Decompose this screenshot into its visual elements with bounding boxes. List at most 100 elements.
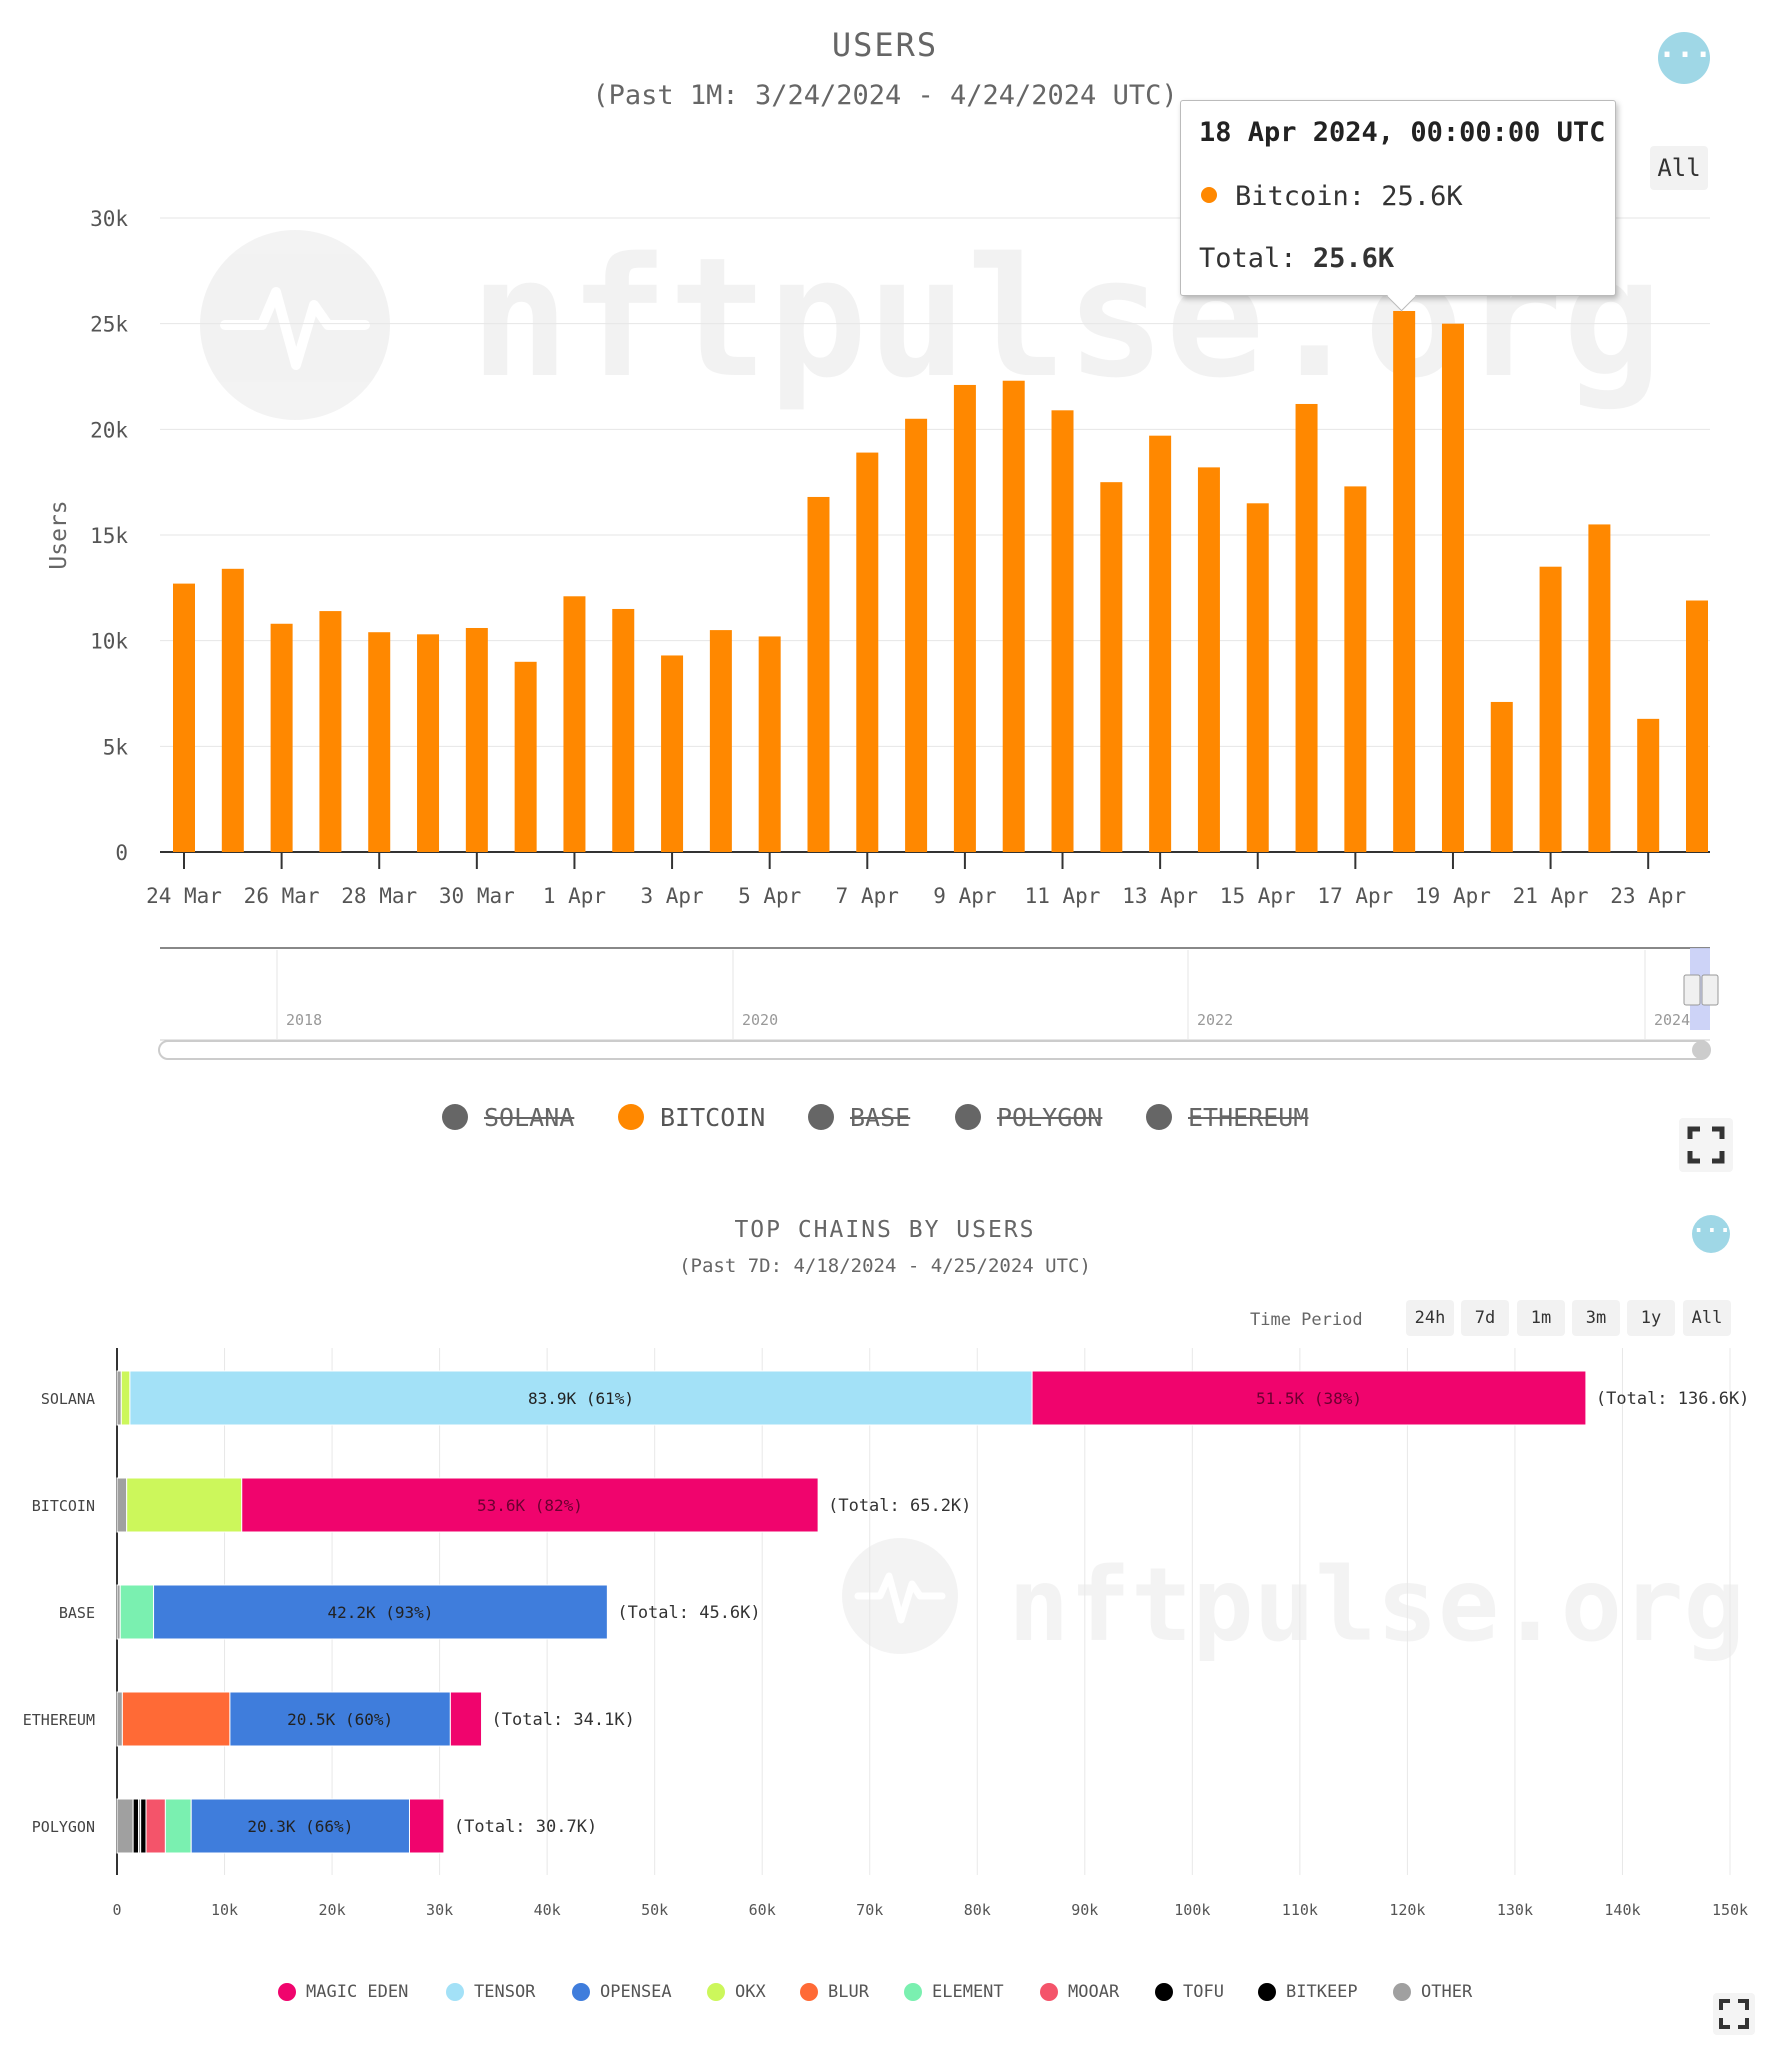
chart2-bar-segment[interactable] [116, 1691, 123, 1747]
chart1-bar[interactable] [221, 568, 244, 852]
chart1-bar[interactable] [563, 596, 586, 852]
scrollbar-thumb[interactable] [1692, 1041, 1710, 1059]
chart1-bar[interactable] [1246, 503, 1269, 852]
chart1-bar[interactable] [1295, 403, 1318, 852]
chart1-bar[interactable] [514, 661, 537, 852]
chart2-bar-segment[interactable] [145, 1798, 166, 1854]
chart1-menu-button[interactable]: ··· [1658, 32, 1712, 84]
chart1-bar[interactable] [1686, 600, 1708, 852]
chart2-bar-segment[interactable] [229, 1691, 451, 1747]
legend-item-bitcoin[interactable]: BITCOIN [618, 1095, 765, 1139]
chart1-bar[interactable] [1100, 482, 1123, 852]
chart2-plot: nftpulse.org 83.9K (61%) 51.5K (38%) (Tota… [23, 1348, 1750, 1919]
chart1-bar[interactable] [417, 634, 440, 852]
legend-item-blur[interactable]: BLUR [800, 1977, 869, 2007]
chart1-bar[interactable] [1344, 486, 1367, 852]
legend-dot-icon [572, 1983, 590, 2001]
time-period-1y-button[interactable]: 1y [1627, 1300, 1675, 1336]
chart1-bar[interactable] [1197, 467, 1220, 852]
legend-item-mooar[interactable]: MOOAR [1040, 1977, 1119, 2007]
legend-item-base[interactable]: BASE [808, 1095, 910, 1139]
chart1-bar[interactable] [1393, 310, 1416, 852]
chart2-bar-segment[interactable] [164, 1798, 192, 1854]
legend-item-element[interactable]: ELEMENT [904, 1977, 1004, 2007]
chart1-range-all-button[interactable]: All [1650, 146, 1708, 190]
navigator-handle-right[interactable] [1701, 974, 1719, 1006]
time-period-7d-button[interactable]: 7d [1461, 1300, 1509, 1336]
chart1-fullscreen-icon[interactable] [1678, 1117, 1734, 1173]
chart2-total-label: (Total: 136.6K) [1596, 1389, 1750, 1409]
time-period-all-button[interactable]: All [1683, 1300, 1731, 1336]
chart2-bar-segment[interactable] [119, 1584, 155, 1640]
chart1-bar[interactable] [270, 623, 293, 852]
chart1-bar[interactable] [319, 611, 342, 852]
chart2-category-label: BITCOIN [32, 1497, 95, 1515]
chart2-bar-segment[interactable] [126, 1477, 243, 1533]
chart1-bar[interactable] [368, 632, 391, 852]
chart2-total-label: (Total: 45.6K) [617, 1603, 760, 1623]
legend-dot-icon [1393, 1983, 1411, 2001]
chart1-bar[interactable] [1637, 718, 1660, 852]
chart1-bar[interactable] [1490, 701, 1513, 852]
chart2-bar-segment[interactable] [140, 1798, 147, 1854]
chart2-bar-segment[interactable] [132, 1798, 140, 1854]
legend-item-bitkeep[interactable]: BITKEEP [1258, 1977, 1358, 2007]
chart1-navigator[interactable]: 2018 2020 2022 2024 [158, 947, 1719, 1060]
chart1-bar[interactable] [465, 627, 488, 852]
chart2-bar-segment[interactable] [116, 1798, 134, 1854]
legend-label: ELEMENT [932, 1982, 1004, 2002]
chart2-bar-segment[interactable] [241, 1477, 819, 1533]
chart1-bar[interactable] [1051, 410, 1074, 852]
chart2-title: TOP CHAINS BY USERS [734, 1217, 1036, 1243]
chart1-bar[interactable] [661, 655, 684, 852]
chart2-bar-segment[interactable] [120, 1370, 131, 1426]
legend-item-tofu[interactable]: TOFU [1155, 1977, 1224, 2007]
chart1-y-tick-label: 25k [90, 313, 128, 337]
legend-dot-icon [955, 1104, 981, 1130]
chart2-bar-segment[interactable] [129, 1370, 1033, 1426]
chart1-bar[interactable] [1441, 323, 1464, 853]
chart1-bar[interactable] [1002, 380, 1025, 852]
chart2-bar-segment[interactable] [116, 1477, 128, 1533]
time-period-3m-button[interactable]: 3m [1572, 1300, 1620, 1336]
chart1-bar[interactable] [1149, 435, 1172, 852]
navigator-handle-left[interactable] [1683, 974, 1701, 1006]
tooltip-series: Bitcoin: 25.6K [1201, 181, 1463, 212]
time-period-1m-button[interactable]: 1m [1517, 1300, 1565, 1336]
chart2-menu-button[interactable]: ··· [1692, 1215, 1732, 1253]
chart1-bar[interactable] [1588, 524, 1611, 852]
chart2-bar-segment[interactable] [153, 1584, 608, 1640]
chart2-bar-segment[interactable] [1031, 1370, 1587, 1426]
legend-label: OKX [735, 1982, 766, 2002]
time-period-24h-button[interactable]: 24h [1406, 1300, 1454, 1336]
legend-item-ethereum[interactable]: ETHEREUM [1146, 1095, 1308, 1139]
legend-item-polygon[interactable]: POLYGON [955, 1095, 1102, 1139]
chart1-bar[interactable] [173, 583, 195, 852]
chart1-bar[interactable] [807, 496, 830, 852]
chart1-bar[interactable] [905, 418, 928, 852]
legend-item-solana[interactable]: SOLANA [442, 1095, 574, 1139]
chart1-bar[interactable] [1539, 566, 1562, 852]
legend-item-opensea[interactable]: OPENSEA [572, 1977, 672, 2007]
chart2-bar-segment[interactable] [116, 1370, 122, 1426]
chart1-bar[interactable] [758, 636, 781, 852]
chart1-bar[interactable] [709, 630, 732, 852]
chart2-x-tick-label: 100k [1174, 1901, 1210, 1919]
legend-dot-icon [446, 1983, 464, 2001]
chart2-data-label: 20.5K (60%) [287, 1710, 393, 1729]
chart2-bar-segment[interactable] [408, 1798, 445, 1854]
legend-item-tensor[interactable]: TENSOR [446, 1977, 535, 2007]
chart2-bar-segment[interactable] [121, 1691, 231, 1747]
legend-item-okx[interactable]: OKX [707, 1977, 766, 2007]
chart2-x-tick-label: 80k [964, 1901, 991, 1919]
legend-item-magic-eden[interactable]: MAGIC EDEN [278, 1977, 408, 2007]
chart2-bar-segment[interactable] [449, 1691, 483, 1747]
chart2-bar-segment[interactable] [190, 1798, 410, 1854]
chart1-bar[interactable] [856, 452, 879, 852]
chart1-bar[interactable] [612, 608, 635, 852]
navigator-scrollbar[interactable] [158, 1040, 1711, 1060]
chart2-fullscreen-icon[interactable] [1712, 1992, 1768, 2048]
chart1-bar[interactable] [953, 384, 976, 852]
legend-label: OTHER [1421, 1982, 1473, 2002]
legend-item-other[interactable]: OTHER [1393, 1977, 1472, 2007]
